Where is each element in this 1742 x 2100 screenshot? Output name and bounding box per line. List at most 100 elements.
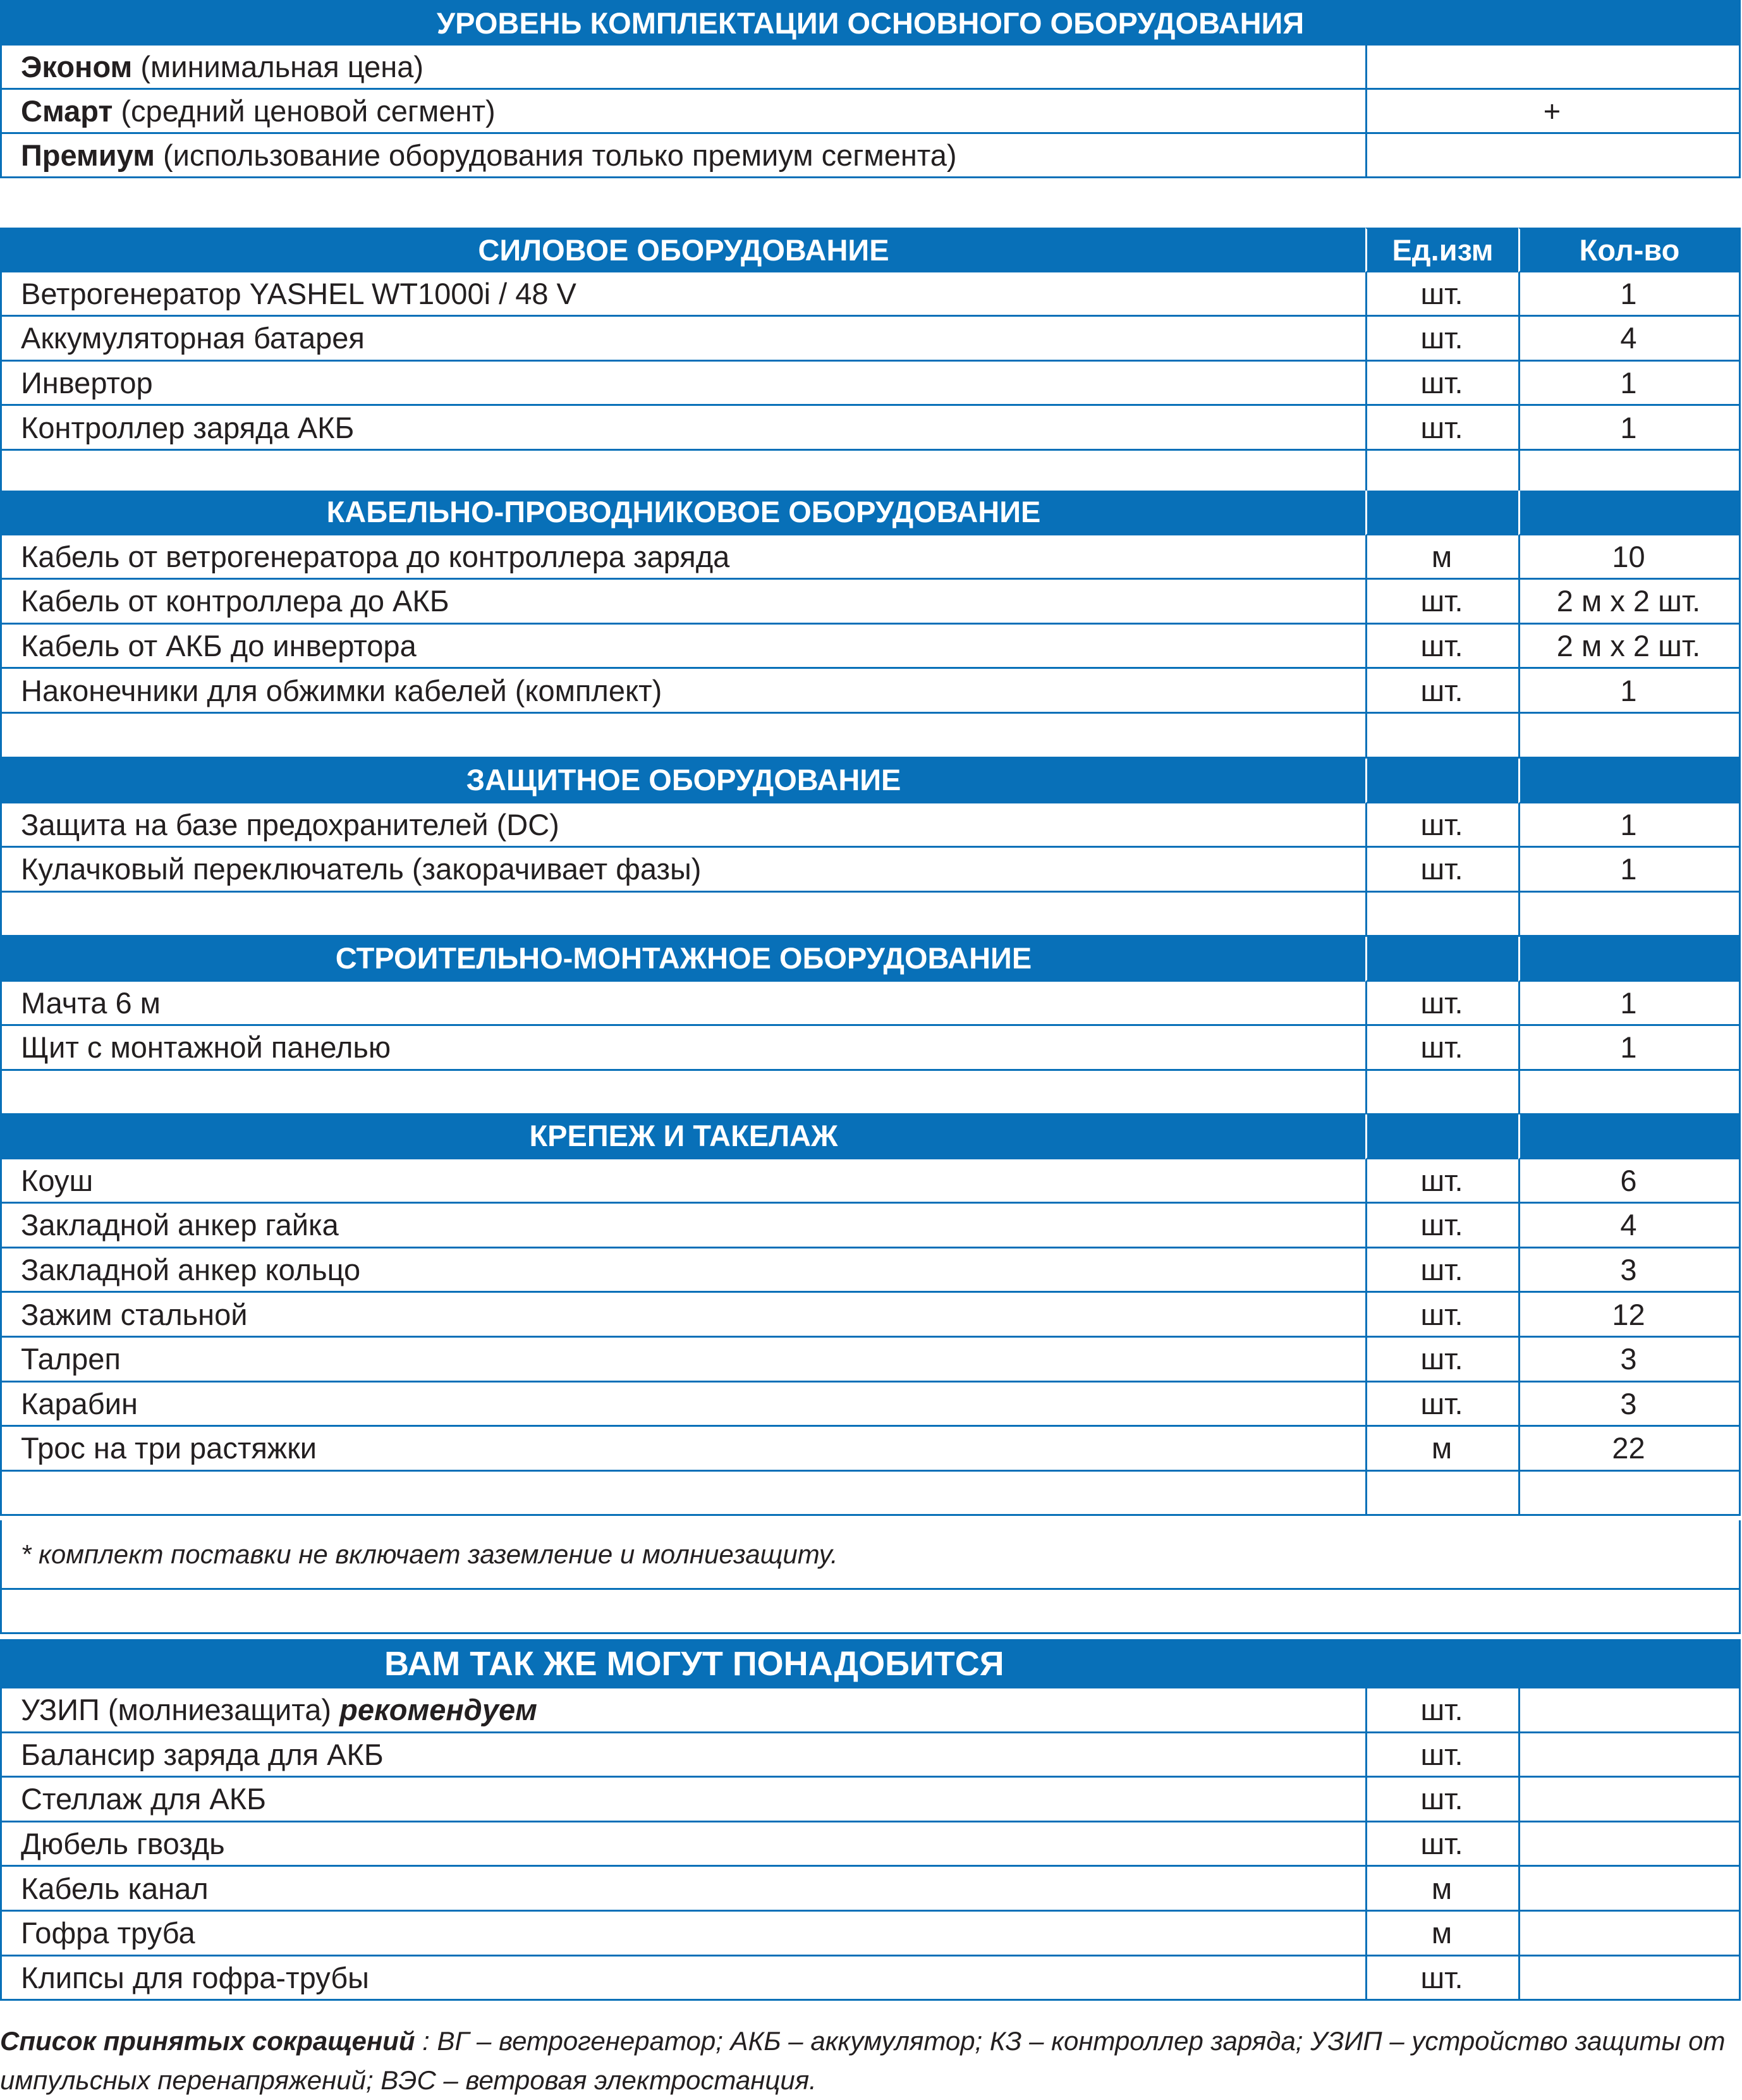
extra-name-cell: Гофра труба [0,1912,1367,1957]
section-title: КАБЕЛЬНО-ПРОВОДНИКОВОЕ ОБОРУДОВАНИЕ [326,495,1041,529]
recommend-emphasis: рекомендуем [339,1693,537,1727]
level-desc: (использование оборудования только преми… [154,138,957,172]
item-name: Зажим стальной [21,1297,248,1331]
item-name: Аккумуляторная батарея [21,321,365,355]
item-qty-cell: 1 [1518,272,1741,317]
extra-item-unit: шт. [1420,1960,1463,1994]
item-qty: 10 [1612,539,1645,573]
item-qty: 2 м х 2 шт. [1556,584,1701,618]
item-unit-cell: шт. [1365,1026,1520,1071]
table-row: УЗИП (молниезащита) рекомендуем шт. [0,1688,1742,1733]
item-name-cell: Зажим стальной [0,1293,1367,1338]
extra-qty-cell [1518,1778,1741,1822]
section-title-cell: КАБЕЛЬНО-ПРОВОДНИКОВОЕ ОБОРУДОВАНИЕ [0,491,1367,535]
level-title: УРОВЕНЬ КОМПЛЕКТАЦИИ ОСНОВНОГО ОБОРУДОВА… [436,6,1305,40]
extra-unit-cell: шт. [1365,1956,1520,2001]
table-row: Талреп шт. 3 [0,1338,1742,1383]
delivery-note: * комплект поставки не включает заземлен… [21,1539,838,1569]
table-row: Кабель от АКБ до инвертора шт. 2 м х 2 шт. [0,624,1742,669]
table-row: Кабель от ветрогенератора до контроллера… [0,535,1742,580]
table-row: Ветрогенератор YASHEL WT1000i / 48 V шт. 1 [0,272,1742,317]
section-title: КРЕПЕЖ И ТАКЕЛАЖ [529,1119,838,1153]
item-name: Защита на базе предохранителей (DC) [21,807,559,841]
extra-unit-cell: шт. [1365,1733,1520,1778]
item-unit-cell: шт. [1365,361,1520,406]
extra-unit-cell: м [1365,1912,1520,1957]
section-title-cell: СИЛОВОЕ ОБОРУДОВАНИЕ [0,228,1367,272]
table-row: Зажим стальной шт. 12 [0,1293,1742,1338]
empty-cell [0,714,1367,759]
item-name-cell: Кулачковый переключатель (закорачивает ф… [0,848,1367,893]
item-name-cell: Ветрогенератор YASHEL WT1000i / 48 V [0,272,1367,317]
extra-item-label: Гофра труба [21,1916,195,1950]
item-unit-cell: шт. [1365,1338,1520,1383]
level-label: Эконом (минимальная цена) [21,52,423,82]
empty-cell [1365,1471,1520,1517]
item-qty-cell: 10 [1518,535,1741,580]
extra-name-cell: Кабель канал [0,1867,1367,1912]
item-unit: шт. [1420,807,1463,841]
item-unit: шт. [1420,1253,1463,1287]
section-title: СТРОИТЕЛЬНО-МОНТАЖНОЕ ОБОРУДОВАНИЕ [335,941,1032,975]
qty-header-cell [1518,937,1741,982]
item-qty: 1 [1620,276,1637,310]
item-qty: 1 [1620,1030,1637,1065]
extra-header-cell: ВАМ ТАК ЖЕ МОГУТ ПОНАДОБИТСЯ [0,1639,1741,1688]
extra-name-cell: Дюбель гвоздь [0,1822,1367,1867]
item-unit-cell: шт. [1365,669,1520,714]
item-unit: шт. [1420,1297,1463,1331]
item-name: Кабель от ветрогенератора до контроллера… [21,539,730,573]
extra-unit-cell: шт. [1365,1778,1520,1822]
table-row: Коуш шт. 6 [0,1159,1742,1204]
item-qty-cell: 2 м х 2 шт. [1518,580,1741,625]
section-title-cell: КРЕПЕЖ И ТАКЕЛАЖ [0,1114,1367,1159]
empty-row [0,1070,1742,1116]
item-unit-cell: шт. [1365,981,1520,1027]
item-qty: 1 [1620,366,1637,400]
extra-item-unit: м [1431,1916,1453,1950]
level-row-0: Эконом (минимальная цена) [0,46,1742,90]
item-qty-cell: 3 [1518,1248,1741,1293]
level-name: Смарт [21,94,113,128]
level-name-cell: Смарт (средний ценовой сегмент) [0,90,1367,134]
item-unit-cell: м [1365,1427,1520,1472]
item-unit-cell: шт. [1365,317,1520,362]
empty-cell [0,1590,1741,1634]
empty-cell [0,892,1367,937]
level-mark-cell[interactable] [1365,46,1741,90]
table-row: Кабель от контроллера до АКБ шт. 2 м х 2 ш… [0,580,1742,625]
item-name-cell: Закладной анкер кольцо [0,1248,1367,1293]
level-mark-cell[interactable]: + [1365,90,1741,134]
level-desc: (минимальная цена) [132,50,424,83]
item-name-cell: Наконечники для обжимки кабелей (комплек… [0,669,1367,714]
unit-header-cell [1365,1114,1520,1159]
item-name-cell: Защита на базе предохранителей (DC) [0,803,1367,848]
item-name: Контроллер заряда АКБ [21,410,355,444]
note-row: * комплект поставки не включает заземлен… [0,1520,1742,1590]
empty-cell [1518,1070,1741,1116]
qty-header-cell [1518,759,1741,803]
unit-header-cell [1365,491,1520,535]
level-name: Эконом [21,50,133,83]
empty-cell [1365,451,1520,496]
item-name: Мачта 6 м [21,986,161,1020]
extra-item-name: УЗИП (молниезащита) рекомендуем [21,1695,537,1725]
item-name-cell: Аккумуляторная батарея [0,317,1367,362]
level-desc: (средний ценовой сегмент) [113,94,496,128]
level-mark-cell[interactable] [1365,134,1741,178]
item-unit: шт. [1420,410,1463,444]
item-qty-cell: 1 [1518,406,1741,451]
level-name-cell: Эконом (минимальная цена) [0,46,1367,90]
item-qty: 1 [1620,852,1637,886]
item-name-cell: Контроллер заряда АКБ [0,406,1367,451]
item-unit: шт. [1420,986,1463,1020]
item-name: Инвертор [21,366,153,400]
extra-item-name: Кабель канал [21,1874,209,1903]
item-name-cell: Щит с монтажной панелью [0,1026,1367,1071]
extra-item-name: Дюбель гвоздь [21,1829,225,1859]
table-row: Защита на базе предохранителей (DC) шт. 1 [0,803,1742,848]
item-name-cell: Трос на три растяжки [0,1427,1367,1472]
empty-row [0,451,1742,496]
item-qty: 3 [1620,1386,1637,1420]
item-unit-cell: шт. [1365,1382,1520,1427]
